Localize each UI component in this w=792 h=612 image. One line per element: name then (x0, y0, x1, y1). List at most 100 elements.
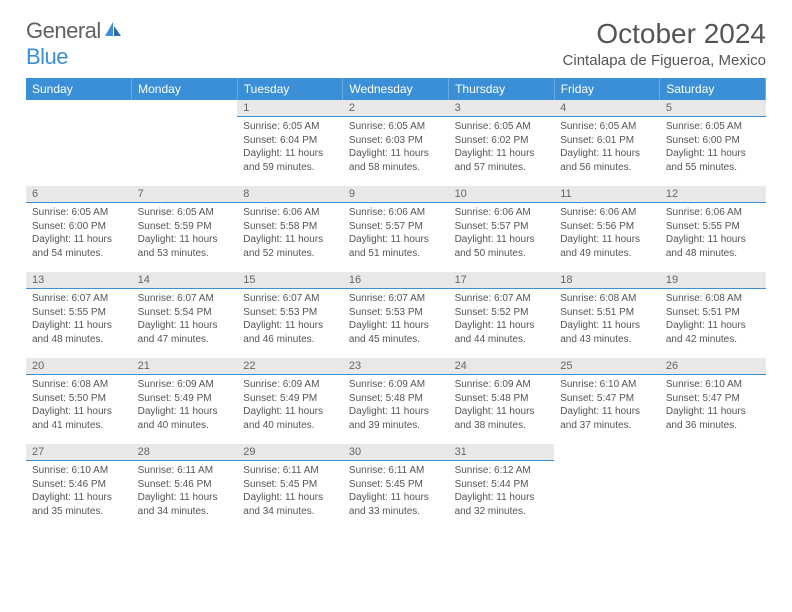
calendar-cell: 23Sunrise: 6:09 AMSunset: 5:48 PMDayligh… (343, 358, 449, 444)
calendar-cell: .. (132, 100, 238, 186)
day-number: 12 (660, 186, 766, 203)
day-number: 25 (554, 358, 660, 375)
logo-part2: Blue (26, 44, 68, 69)
day-number: 6 (26, 186, 132, 203)
day-number: 26 (660, 358, 766, 375)
calendar-cell: 13Sunrise: 6:07 AMSunset: 5:55 PMDayligh… (26, 272, 132, 358)
calendar-cell: 18Sunrise: 6:08 AMSunset: 5:51 PMDayligh… (554, 272, 660, 358)
day-content: Sunrise: 6:08 AMSunset: 5:51 PMDaylight:… (660, 289, 766, 349)
day-content: Sunrise: 6:05 AMSunset: 6:01 PMDaylight:… (554, 117, 660, 177)
calendar-cell: 16Sunrise: 6:07 AMSunset: 5:53 PMDayligh… (343, 272, 449, 358)
day-number: 10 (449, 186, 555, 203)
day-number: 4 (554, 100, 660, 117)
day-number: 27 (26, 444, 132, 461)
day-content: Sunrise: 6:09 AMSunset: 5:48 PMDaylight:… (343, 375, 449, 435)
day-number: 21 (132, 358, 238, 375)
day-content: Sunrise: 6:10 AMSunset: 5:46 PMDaylight:… (26, 461, 132, 521)
weekday-header: Monday (132, 78, 238, 100)
day-number: 24 (449, 358, 555, 375)
weekday-header: Wednesday (343, 78, 449, 100)
calendar-cell: 19Sunrise: 6:08 AMSunset: 5:51 PMDayligh… (660, 272, 766, 358)
day-number: 15 (237, 272, 343, 289)
calendar-cell: 11Sunrise: 6:06 AMSunset: 5:56 PMDayligh… (554, 186, 660, 272)
day-number: 13 (26, 272, 132, 289)
weekday-header: Tuesday (237, 78, 343, 100)
day-content: Sunrise: 6:08 AMSunset: 5:51 PMDaylight:… (554, 289, 660, 349)
day-content: Sunrise: 6:11 AMSunset: 5:45 PMDaylight:… (237, 461, 343, 521)
calendar-cell: 26Sunrise: 6:10 AMSunset: 5:47 PMDayligh… (660, 358, 766, 444)
day-content: Sunrise: 6:09 AMSunset: 5:49 PMDaylight:… (237, 375, 343, 435)
weekday-row: SundayMondayTuesdayWednesdayThursdayFrid… (26, 78, 766, 100)
day-number: 29 (237, 444, 343, 461)
calendar-cell: 9Sunrise: 6:06 AMSunset: 5:57 PMDaylight… (343, 186, 449, 272)
weekday-header: Friday (554, 78, 660, 100)
day-number: 1 (237, 100, 343, 117)
day-number: 7 (132, 186, 238, 203)
day-content: Sunrise: 6:05 AMSunset: 6:02 PMDaylight:… (449, 117, 555, 177)
calendar-cell: 4Sunrise: 6:05 AMSunset: 6:01 PMDaylight… (554, 100, 660, 186)
day-number: 19 (660, 272, 766, 289)
calendar-row: 20Sunrise: 6:08 AMSunset: 5:50 PMDayligh… (26, 358, 766, 444)
calendar-head: SundayMondayTuesdayWednesdayThursdayFrid… (26, 78, 766, 100)
calendar-body: ....1Sunrise: 6:05 AMSunset: 6:04 PMDayl… (26, 100, 766, 530)
day-number: 31 (449, 444, 555, 461)
day-content: Sunrise: 6:09 AMSunset: 5:49 PMDaylight:… (132, 375, 238, 435)
day-number: 30 (343, 444, 449, 461)
calendar-cell: .. (660, 444, 766, 530)
calendar-row: ....1Sunrise: 6:05 AMSunset: 6:04 PMDayl… (26, 100, 766, 186)
day-number: 20 (26, 358, 132, 375)
day-content: Sunrise: 6:12 AMSunset: 5:44 PMDaylight:… (449, 461, 555, 521)
day-content: Sunrise: 6:07 AMSunset: 5:53 PMDaylight:… (343, 289, 449, 349)
day-number: 2 (343, 100, 449, 117)
calendar-cell: 14Sunrise: 6:07 AMSunset: 5:54 PMDayligh… (132, 272, 238, 358)
day-content: Sunrise: 6:07 AMSunset: 5:55 PMDaylight:… (26, 289, 132, 349)
day-number: 17 (449, 272, 555, 289)
calendar-cell: 10Sunrise: 6:06 AMSunset: 5:57 PMDayligh… (449, 186, 555, 272)
calendar-cell: 21Sunrise: 6:09 AMSunset: 5:49 PMDayligh… (132, 358, 238, 444)
day-number: 3 (449, 100, 555, 117)
calendar-table: SundayMondayTuesdayWednesdayThursdayFrid… (26, 78, 766, 530)
calendar-cell: 25Sunrise: 6:10 AMSunset: 5:47 PMDayligh… (554, 358, 660, 444)
calendar-row: 27Sunrise: 6:10 AMSunset: 5:46 PMDayligh… (26, 444, 766, 530)
calendar-cell: 5Sunrise: 6:05 AMSunset: 6:00 PMDaylight… (660, 100, 766, 186)
weekday-header: Saturday (660, 78, 766, 100)
day-number: 22 (237, 358, 343, 375)
day-number: 16 (343, 272, 449, 289)
day-number: 5 (660, 100, 766, 117)
calendar-cell: 20Sunrise: 6:08 AMSunset: 5:50 PMDayligh… (26, 358, 132, 444)
day-content: Sunrise: 6:06 AMSunset: 5:58 PMDaylight:… (237, 203, 343, 263)
calendar-cell: 3Sunrise: 6:05 AMSunset: 6:02 PMDaylight… (449, 100, 555, 186)
logo-part1: General (26, 18, 101, 43)
calendar-cell: 27Sunrise: 6:10 AMSunset: 5:46 PMDayligh… (26, 444, 132, 530)
calendar-cell: 28Sunrise: 6:11 AMSunset: 5:46 PMDayligh… (132, 444, 238, 530)
day-content: Sunrise: 6:08 AMSunset: 5:50 PMDaylight:… (26, 375, 132, 435)
day-number: 18 (554, 272, 660, 289)
day-content: Sunrise: 6:07 AMSunset: 5:54 PMDaylight:… (132, 289, 238, 349)
day-content: Sunrise: 6:11 AMSunset: 5:45 PMDaylight:… (343, 461, 449, 521)
day-number: 9 (343, 186, 449, 203)
day-number: 23 (343, 358, 449, 375)
day-content: Sunrise: 6:05 AMSunset: 6:03 PMDaylight:… (343, 117, 449, 177)
day-content: Sunrise: 6:09 AMSunset: 5:48 PMDaylight:… (449, 375, 555, 435)
weekday-header: Thursday (449, 78, 555, 100)
day-content: Sunrise: 6:10 AMSunset: 5:47 PMDaylight:… (660, 375, 766, 435)
calendar-cell: 17Sunrise: 6:07 AMSunset: 5:52 PMDayligh… (449, 272, 555, 358)
sail-icon (103, 18, 123, 44)
logo-text: GeneralBlue (26, 18, 123, 70)
day-content: Sunrise: 6:05 AMSunset: 5:59 PMDaylight:… (132, 203, 238, 263)
day-content: Sunrise: 6:05 AMSunset: 6:00 PMDaylight:… (26, 203, 132, 263)
calendar-row: 13Sunrise: 6:07 AMSunset: 5:55 PMDayligh… (26, 272, 766, 358)
day-number: 14 (132, 272, 238, 289)
calendar-cell: 6Sunrise: 6:05 AMSunset: 6:00 PMDaylight… (26, 186, 132, 272)
day-content: Sunrise: 6:07 AMSunset: 5:53 PMDaylight:… (237, 289, 343, 349)
calendar-cell: .. (554, 444, 660, 530)
calendar-cell: .. (26, 100, 132, 186)
title-block: October 2024 Cintalapa de Figueroa, Mexi… (563, 18, 766, 69)
weekday-header: Sunday (26, 78, 132, 100)
calendar-cell: 8Sunrise: 6:06 AMSunset: 5:58 PMDaylight… (237, 186, 343, 272)
logo: GeneralBlue (26, 18, 123, 70)
day-content: Sunrise: 6:06 AMSunset: 5:57 PMDaylight:… (343, 203, 449, 263)
day-content: Sunrise: 6:05 AMSunset: 6:04 PMDaylight:… (237, 117, 343, 177)
header: GeneralBlue October 2024 Cintalapa de Fi… (26, 18, 766, 70)
day-content: Sunrise: 6:06 AMSunset: 5:55 PMDaylight:… (660, 203, 766, 263)
